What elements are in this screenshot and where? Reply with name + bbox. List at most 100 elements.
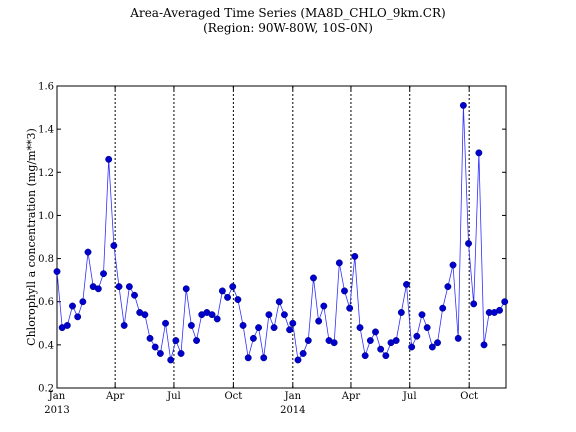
data-point: [172, 337, 180, 344]
y-tick-label: 0.2: [38, 384, 54, 395]
data-point: [280, 311, 288, 319]
data-point: [366, 337, 374, 344]
x-tick-label: Jul: [402, 391, 417, 402]
data-point: [304, 337, 312, 344]
data-point: [193, 337, 200, 344]
data-point: [69, 302, 76, 310]
data-point: [125, 283, 133, 291]
data-point: [229, 283, 237, 291]
data-point: [146, 334, 154, 342]
series-line: [56, 105, 506, 361]
data-point: [105, 155, 113, 163]
data-point: [475, 149, 483, 157]
data-point: [335, 259, 343, 267]
y-tick-label: 0.8: [38, 254, 54, 265]
x-tick-year-label: 2013: [44, 405, 69, 416]
data-point: [465, 240, 472, 247]
data-point: [224, 293, 232, 301]
data-point: [439, 304, 447, 312]
data-point: [286, 326, 294, 334]
data-point: [131, 291, 138, 299]
data-point: [449, 261, 457, 269]
data-point: [346, 304, 354, 312]
data-point: [265, 311, 273, 319]
data-point: [177, 350, 185, 357]
x-tick-year-label: 2014: [280, 405, 305, 416]
data-point: [218, 287, 226, 295]
data-point: [100, 270, 107, 278]
data-point: [151, 343, 159, 351]
data-point: [403, 281, 410, 288]
data-point: [53, 268, 61, 275]
plot-area: [56, 85, 507, 389]
data-point: [84, 248, 92, 256]
data-point: [320, 302, 328, 310]
data-point: [299, 350, 307, 357]
data-point: [397, 309, 405, 316]
data-point: [418, 311, 426, 319]
data-point: [310, 274, 317, 282]
x-tick-label: Jan: [284, 391, 302, 402]
data-point: [260, 354, 268, 362]
y-tick-label: 1.2: [38, 168, 54, 179]
data-point: [330, 339, 338, 347]
data-point: [480, 341, 488, 349]
y-tick-label: 0.6: [38, 297, 54, 308]
y-tick-label: 1.6: [38, 82, 54, 93]
data-point: [289, 319, 297, 327]
data-point: [167, 356, 175, 364]
data-point: [63, 321, 71, 329]
data-point: [294, 356, 302, 364]
data-point: [208, 311, 216, 319]
data-point: [377, 345, 385, 353]
chart-title: Area-Averaged Time Series (MA8D_CHLO_9km…: [130, 6, 446, 20]
data-point: [382, 352, 390, 360]
x-tick-label: Jul: [166, 391, 181, 402]
data-point: [341, 287, 348, 295]
data-point: [361, 352, 369, 360]
data-point: [392, 337, 400, 344]
data-point: [444, 283, 452, 291]
data-point: [459, 101, 467, 109]
chart-subtitle: (Region: 90W-80W, 10S-0N): [203, 21, 373, 35]
data-point: [356, 324, 364, 332]
data-point: [351, 252, 359, 260]
data-point: [79, 298, 87, 306]
data-point: [496, 306, 503, 314]
data-point: [115, 283, 123, 291]
data-point: [275, 298, 283, 306]
data-point: [270, 324, 278, 332]
data-point: [110, 242, 118, 250]
data-point: [408, 343, 416, 351]
data-point: [74, 313, 82, 321]
y-tick-label: 1.0: [38, 211, 54, 222]
data-point: [187, 321, 195, 329]
data-point: [255, 324, 263, 332]
data-point: [501, 298, 509, 306]
data-point: [434, 339, 441, 347]
data-point: [182, 285, 190, 293]
data-point: [413, 332, 421, 340]
x-tick-label: Oct: [460, 391, 478, 402]
data-point: [244, 354, 252, 362]
x-tick-label: Oct: [224, 391, 242, 402]
x-tick-label: Apr: [105, 391, 125, 402]
data-point: [213, 315, 221, 323]
y-tick-label: 0.4: [38, 340, 54, 351]
data-point: [156, 350, 164, 357]
data-point: [423, 324, 431, 332]
x-tick-label: Apr: [341, 391, 361, 402]
data-point: [372, 328, 379, 336]
data-point: [428, 343, 436, 351]
data-point: [120, 321, 128, 329]
data-point: [315, 317, 323, 325]
data-point: [239, 321, 247, 329]
y-axis-label: Chlorophyll a concentration (mg/m**3): [25, 128, 38, 346]
data-point: [234, 296, 242, 304]
data-point: [141, 311, 149, 319]
x-tick-label: Jan: [48, 391, 66, 402]
data-point: [94, 285, 102, 293]
data-point: [454, 334, 462, 342]
data-point: [162, 319, 169, 327]
